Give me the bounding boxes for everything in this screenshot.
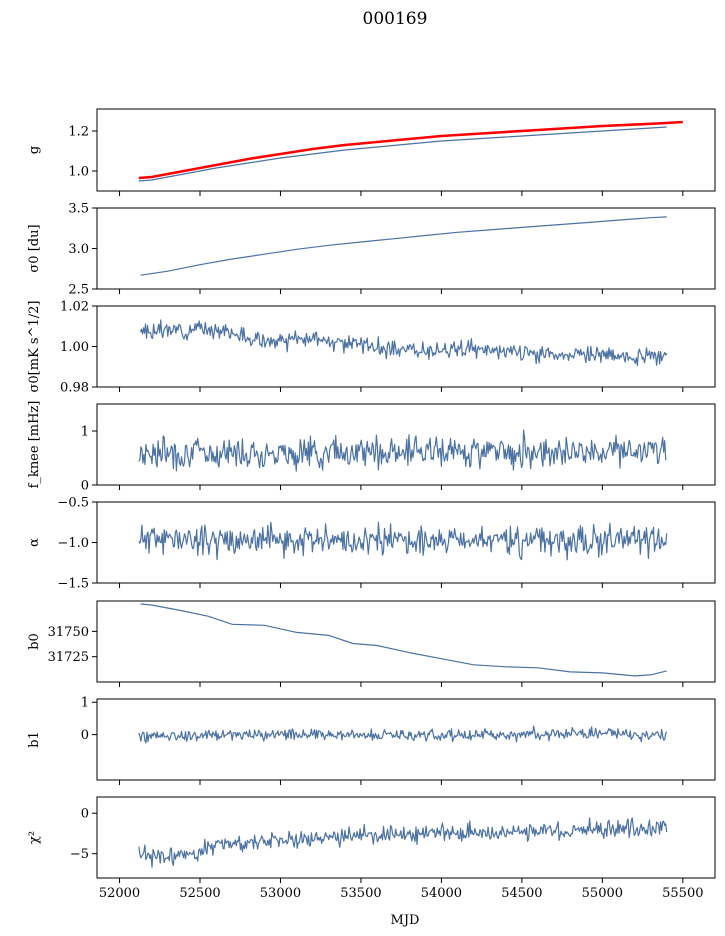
panel-5: −1.5 −1.0 −0.5 α (27, 496, 716, 592)
panel-frame (96, 108, 716, 192)
y-axis-label: σ0[mK s^1/2] (27, 301, 42, 393)
panel-3: 0.98 1.00 1.02 σ0[mK s^1/2] (27, 300, 716, 396)
x-tick-label: 52000 (99, 886, 140, 901)
series-line-1 (138, 126, 667, 182)
y-tick-label: 0 (81, 807, 89, 822)
x-tick-label: 53500 (340, 886, 381, 901)
y-tick-label: 1.02 (60, 300, 89, 315)
panel-7: 0 1 b1 (27, 696, 716, 785)
y-tick-label: 31725 (48, 650, 89, 665)
x-tick-label: 54500 (501, 886, 542, 901)
y-axis-label: α (27, 538, 42, 547)
series-line-1 (138, 817, 668, 868)
y-tick-label: 0 (81, 728, 89, 743)
y-tick-label: 2.5 (68, 283, 89, 298)
series-line-1 (138, 521, 668, 561)
y-tick-label: 3.5 (68, 202, 89, 217)
series-line-1 (138, 725, 668, 744)
y-tick-label: 0.98 (60, 381, 89, 396)
y-axis-label: g (27, 146, 42, 154)
y-tick-label: 1.00 (60, 340, 89, 355)
y-tick-label: 1.2 (68, 125, 89, 140)
panel-1: 1.0 1.2 g (27, 108, 716, 196)
y-tick-label: 31750 (48, 625, 89, 640)
y-tick-label: 1.0 (68, 165, 89, 180)
y-axis-label: b0 (27, 633, 42, 650)
y-tick-label: 3.0 (68, 242, 89, 257)
x-axis-label: MJD (391, 913, 420, 928)
panel-frame (96, 796, 716, 879)
y-tick-label: 1 (81, 425, 89, 440)
panel-frame (96, 305, 716, 388)
panels: 1.0 1.2 g 2.5 3.0 3.5 σ0 [du] 0.98 1.00 1.02 σ0[mK… (27, 108, 716, 901)
panel-6: 31725 31750 b0 (27, 600, 716, 687)
series-line-1 (140, 603, 667, 677)
y-tick-label: 1 (81, 696, 89, 711)
y-axis-label: σ0 [du] (27, 224, 42, 272)
y-axis-label: f_knee [mHz] (27, 401, 42, 489)
y-tick-label: 0 (81, 479, 89, 494)
panel-frame (96, 698, 716, 781)
y-axis-label: χ² (27, 831, 42, 844)
panel-frame (96, 600, 716, 683)
x-tick-label: 52500 (179, 886, 220, 901)
y-tick-label: −1.0 (57, 536, 89, 551)
figure-title: 000169 (363, 9, 428, 29)
y-tick-label: −0.5 (57, 496, 89, 511)
x-tick-label: 53000 (260, 886, 301, 901)
y-tick-label: −1.5 (57, 577, 89, 592)
series-line-1 (138, 429, 667, 472)
panel-8: 52000 52500 53000 53500 54000 54500 55000 55500… (27, 796, 716, 901)
x-tick-label: 55500 (662, 886, 703, 901)
y-tick-label: −5 (70, 847, 89, 862)
x-tick-label: 55000 (582, 886, 623, 901)
panel-4: 0 1 f_knee [mHz] (27, 401, 716, 494)
series-line-2 (138, 120, 683, 180)
panel-frame (96, 403, 716, 486)
series-line-1 (139, 319, 668, 367)
series-line-1 (140, 216, 667, 276)
y-axis-label: b1 (27, 731, 42, 748)
panel-2: 2.5 3.0 3.5 σ0 [du] (27, 202, 716, 298)
x-tick-label: 54000 (421, 886, 462, 901)
